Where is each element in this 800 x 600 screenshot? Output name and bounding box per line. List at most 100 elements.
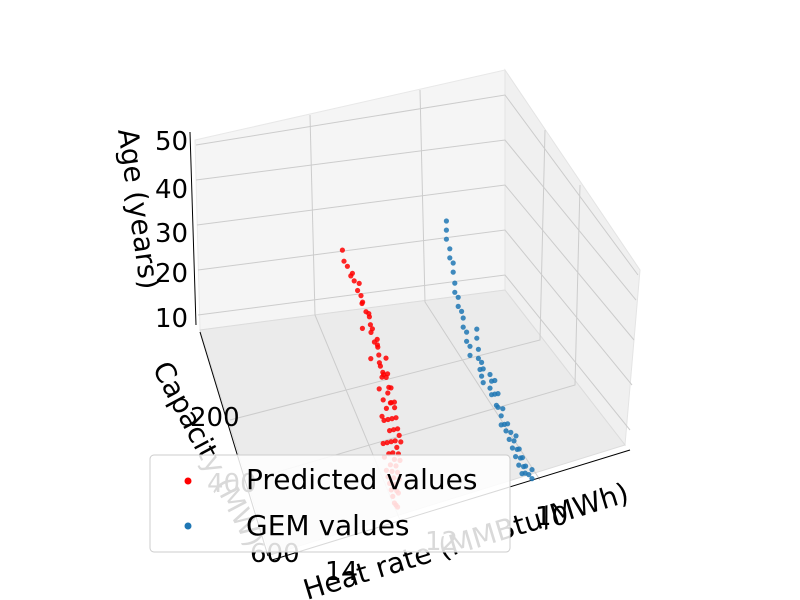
data-point-gem [464,329,470,335]
data-point-predicted [377,363,383,369]
left-pane [194,69,506,331]
data-point-gem [452,289,458,295]
data-point-predicted [393,415,399,421]
legend-swatch-gem [184,522,192,530]
data-point-gem [450,269,456,275]
data-point-gem [500,406,506,412]
data-point-predicted [383,405,389,411]
data-point-predicted [374,342,380,348]
data-point-gem [511,438,517,444]
data-point-predicted [385,390,391,396]
data-point-predicted [359,300,365,307]
data-point-predicted [391,399,397,405]
legend-swatch-predicted [184,477,192,485]
data-point-predicted [374,336,380,342]
data-point-predicted [390,450,396,456]
data-point-predicted [368,356,374,362]
data-point-predicted [344,263,350,269]
data-point-gem [479,373,485,379]
data-point-predicted [359,325,365,331]
data-point-predicted [356,280,362,286]
data-point-gem [450,260,456,266]
data-point-gem [460,324,466,330]
data-point-gem [443,236,449,242]
data-point-gem [513,454,519,460]
data-point-gem [480,366,486,372]
data-point-gem [495,404,501,410]
data-point-predicted [396,432,402,438]
data-point-gem [506,436,512,442]
data-point-predicted [384,440,390,446]
data-point-gem [474,326,480,332]
data-point-gem [508,429,514,435]
legend: Predicted values GEM values [149,454,511,553]
data-point-predicted [341,258,347,264]
data-point-gem [475,355,481,361]
data-point-gem [513,433,519,439]
data-point-gem [519,455,526,461]
y-tick-label: 200 [190,403,240,433]
data-point-gem [529,476,535,482]
data-point-gem [526,472,532,478]
data-point-gem [498,413,504,419]
x-tick-label: 14 [325,557,358,587]
data-point-gem [455,294,461,300]
data-point-predicted [392,438,398,444]
legend-label-gem: GEM values [246,509,410,542]
data-point-gem [475,346,481,352]
data-point-gem [467,343,473,349]
z-tick-label: 20 [155,259,188,289]
data-point-predicted [398,439,404,445]
data-point-gem [495,391,501,397]
data-point-gem [509,445,515,451]
data-point-predicted [386,384,392,390]
data-point-predicted [339,247,345,253]
data-point-predicted [385,371,391,377]
legend-frame [149,454,511,553]
data-point-predicted [380,440,386,447]
data-point-gem [487,385,493,391]
data-point-predicted [376,352,382,358]
data-point-predicted [358,293,364,299]
data-point-predicted [381,417,387,423]
data-point-predicted [385,416,391,423]
data-point-gem [516,462,522,468]
x-tick-label: 10 [535,502,568,532]
z-tick-label: 50 [155,127,188,157]
data-point-gem [503,428,509,434]
data-point-gem [452,280,458,286]
data-point-gem [460,315,466,321]
legend-label-predicted: Predicted values [246,463,477,496]
data-point-gem [443,227,449,233]
data-point-predicted [389,416,395,422]
data-point-gem [487,371,493,378]
data-point-gem [464,338,470,344]
data-point-predicted [349,270,355,276]
data-point-gem [523,463,529,469]
data-point-gem [447,246,453,252]
data-point-predicted [376,386,382,392]
data-point-predicted [355,287,361,294]
data-point-gem [516,446,522,452]
data-point-predicted [366,311,372,317]
data-point-predicted [392,405,398,411]
data-point-predicted [383,355,389,361]
data-point-gem [492,377,498,384]
data-point-predicted [387,400,393,406]
data-point-gem [467,352,473,358]
z-tick-label: 40 [155,175,188,205]
data-point-predicted [380,397,386,403]
data-point-gem [529,467,535,473]
data-point-predicted [351,278,357,284]
data-point-predicted [381,372,387,378]
data-point-predicted [395,426,401,432]
z-tick-label: 30 [155,219,188,249]
data-point-gem [443,218,449,224]
data-point-predicted [379,413,385,419]
data-point-gem [474,335,480,341]
data-point-predicted [391,427,397,433]
data-point-predicted [388,439,394,445]
data-point-predicted [369,326,375,332]
series-gem [443,218,535,482]
